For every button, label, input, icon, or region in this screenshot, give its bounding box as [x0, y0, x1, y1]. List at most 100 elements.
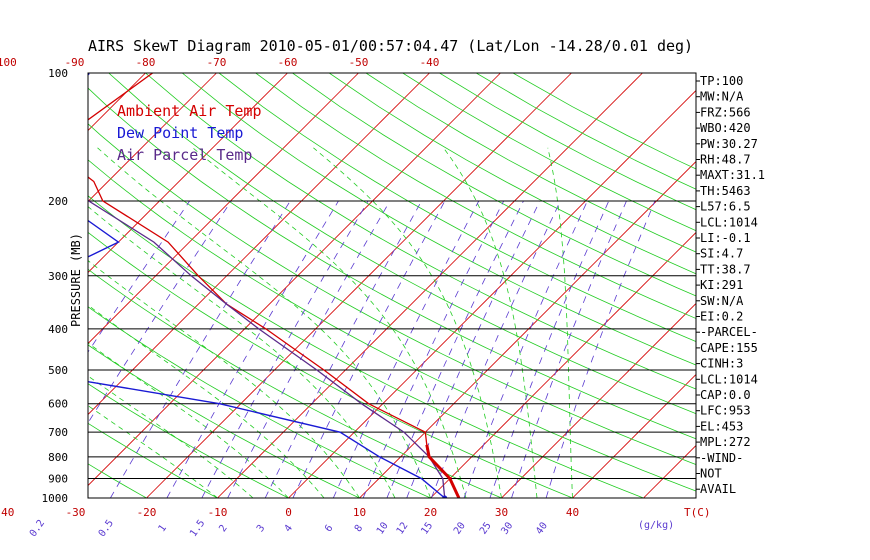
mixing-ratio-tick: 25 — [478, 520, 494, 536]
isotherm-line — [288, 89, 696, 498]
dry-adiabat-line — [475, 73, 696, 190]
mixing-ratio-line — [292, 200, 446, 498]
temp-tick-bottom: -30 — [66, 506, 86, 519]
legend-dewpoint: Dew Point Temp — [117, 124, 243, 142]
mixing-ratio-tick: 1 — [157, 523, 169, 534]
isotherm-line — [430, 231, 696, 498]
pressure-tick-label: 200 — [48, 195, 68, 208]
index-label: WBO:420 — [700, 121, 751, 135]
index-label: TT:38.7 — [700, 262, 751, 276]
dry-adiabat-line — [88, 344, 360, 498]
moist-adiabat-line — [443, 147, 538, 498]
dry-adiabat-line — [255, 73, 696, 319]
dry-adiabat-line — [218, 73, 696, 342]
isotherm-line — [88, 73, 217, 203]
temp-tick-top: -80 — [136, 56, 156, 69]
moist-adiabat-line — [88, 260, 360, 498]
isotherm-line — [0, 73, 4, 498]
dry-adiabat-line — [88, 306, 431, 498]
index-label: EL:453 — [700, 419, 743, 433]
mixing-ratio-tick: 30 — [499, 520, 515, 536]
mixing-ratio-tick: 8 — [353, 523, 365, 534]
pressure-tick-label: 500 — [48, 364, 68, 377]
mixing-ratio-line — [511, 200, 627, 498]
moist-adiabat-line — [97, 147, 431, 498]
index-label: TH:5463 — [700, 184, 751, 198]
series-dew-point-temp-line — [88, 73, 446, 498]
moist-adiabat-line — [192, 147, 467, 498]
moist-adiabat-line — [547, 147, 573, 498]
mixing-ratio-line — [545, 200, 656, 498]
temp-tick-bottom: 20 — [424, 506, 437, 519]
dry-adiabat-line — [88, 159, 696, 492]
mixing-ratio-line — [463, 200, 588, 498]
index-label: CAPE:155 — [700, 341, 758, 355]
isotherm-line — [88, 73, 288, 274]
mixing-ratio-tick: 3 — [255, 523, 267, 534]
index-label: LFC:953 — [700, 404, 751, 418]
pressure-tick-label: 700 — [48, 426, 68, 439]
mixing-ratio-line — [386, 200, 524, 498]
index-label: MAXT:31.1 — [700, 168, 765, 182]
mixing-ratio-tick: 6 — [323, 523, 335, 534]
mixing-ratio-tick: 1.5 — [188, 518, 207, 539]
mixing-ratio-line — [362, 200, 505, 498]
pressure-tick-label: 600 — [48, 398, 68, 411]
index-label: CINH:3 — [700, 357, 743, 371]
moist-adiabat-line — [88, 405, 218, 498]
surface-point — [442, 495, 448, 498]
mixing-ratio-tick: 0.5 — [97, 518, 116, 539]
index-label: LCL:1014 — [700, 372, 758, 386]
mixing-ratio-line — [166, 200, 339, 498]
index-label: LCL:1014 — [700, 215, 758, 229]
index-label: KI:291 — [700, 278, 743, 292]
dry-adiabat-line — [292, 73, 696, 297]
temp-tick-top: -100 — [0, 56, 17, 69]
legend-ambient: Ambient Air Temp — [117, 102, 262, 120]
mixing-ratio-tick: 10 — [375, 521, 391, 537]
mixing-ratio-tick: 20 — [452, 520, 468, 536]
temp-tick-top: -50 — [349, 56, 369, 69]
mixing-ratio-tick: 4 — [283, 523, 295, 534]
mixing-ratio-line — [406, 200, 541, 498]
series-layer — [88, 73, 461, 498]
isotherm-line — [146, 73, 572, 498]
dry-adiabat-line — [88, 383, 289, 498]
pressure-tick-label: 800 — [48, 451, 68, 464]
index-label: NOT — [700, 467, 722, 481]
mixing-ratio-line — [489, 200, 610, 498]
temp-tick-bottom: -10 — [208, 506, 228, 519]
isotherm-line — [88, 73, 501, 487]
index-label: RH:48.7 — [700, 153, 751, 167]
temp-tick-bottom: 0 — [285, 506, 292, 519]
dry-adiabat-line — [108, 73, 696, 415]
ticks-layer: 1002003004005006007008009001000-50-40-30… — [0, 56, 711, 539]
dry-adiabat-line — [145, 73, 696, 390]
dry-adiabat-line — [181, 73, 696, 366]
dry-adiabat-line — [88, 195, 644, 498]
chart-title: AIRS SkewT Diagram 2010-05-01/00:57:04.4… — [88, 37, 693, 55]
temp-tick-top: -90 — [65, 56, 85, 69]
index-label: TP:100 — [700, 74, 743, 88]
index-label: LI:-0.1 — [700, 231, 751, 245]
mixing-ratio-tick: 2 — [217, 523, 229, 534]
legend: Ambient Air Temp Dew Point Temp Air Parc… — [117, 102, 262, 164]
index-label: FRZ:566 — [700, 105, 751, 119]
pressure-tick-label: 1000 — [42, 492, 69, 505]
dry-adiabat-line — [88, 422, 218, 498]
dry-adiabat-line — [88, 123, 696, 466]
index-label: AVAIL — [700, 482, 736, 496]
pressure-tick-label: 300 — [48, 270, 68, 283]
index-label: SW:N/A — [700, 294, 744, 308]
index-label: PW:30.27 — [700, 137, 758, 151]
index-label: -PARCEL- — [700, 325, 758, 339]
index-label: L57:6.5 — [700, 200, 751, 214]
temp-tick-bottom: 10 — [353, 506, 366, 519]
mixing-ratio-tick: 15 — [419, 521, 435, 537]
temp-tick-bottom: 40 — [566, 506, 579, 519]
moist-adiabat-line — [88, 304, 325, 498]
temp-tick-top: -40 — [420, 56, 440, 69]
mixing-ratio-axis-label: (g/kg) — [638, 520, 674, 531]
mixing-ratio-line — [332, 200, 480, 498]
